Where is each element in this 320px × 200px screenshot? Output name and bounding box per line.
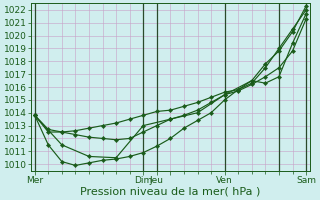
X-axis label: Pression niveau de la mer( hPa ): Pression niveau de la mer( hPa ) bbox=[80, 187, 260, 197]
